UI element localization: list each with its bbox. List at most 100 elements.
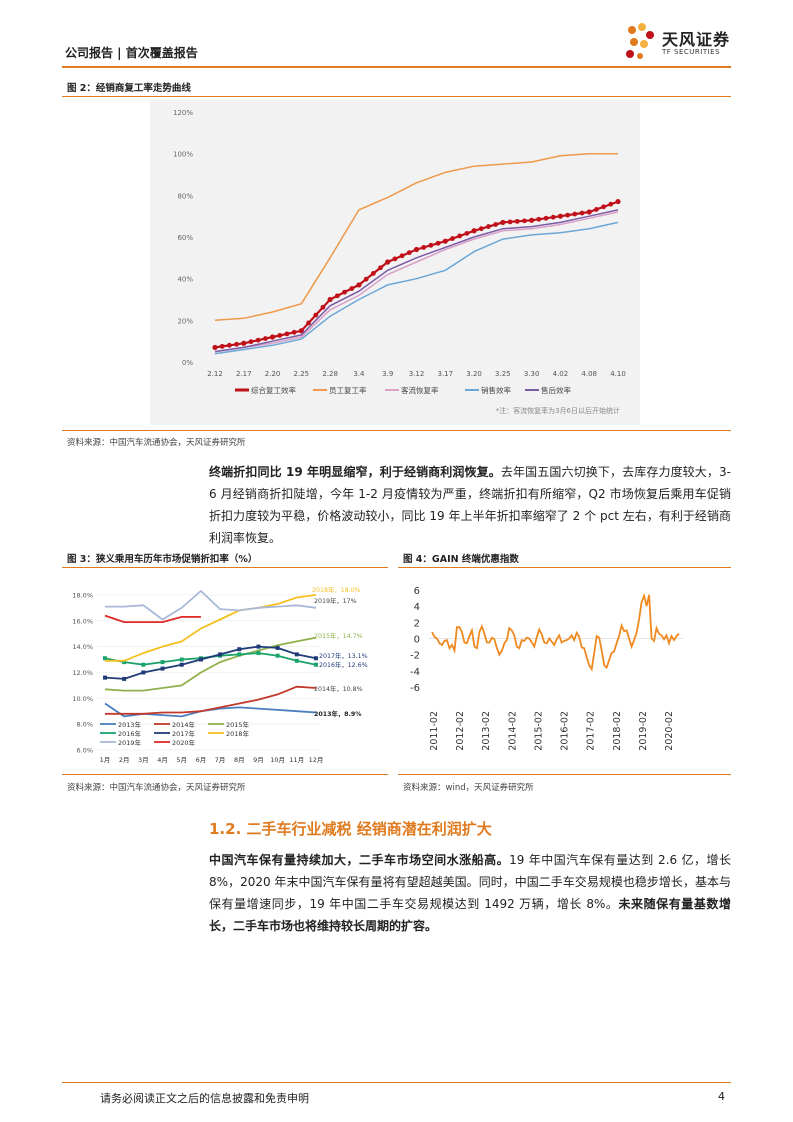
fig2-point	[450, 236, 455, 241]
fig2-chart: 0% 20% 40% 60% 80% 100% 120% 2.12 2.17 2.20 2.25 2.…	[150, 100, 640, 425]
fig4-xtick-label: 2020-02	[664, 711, 675, 751]
fig2-series-line	[214, 152, 618, 322]
paragraph-used-car-lead: 中国汽车保有量持续加大，二手车市场空间水涨船高。	[209, 853, 510, 867]
fig2-xtick-label: 2.20	[265, 370, 281, 378]
fig3-legend-label: 2020年	[172, 738, 196, 747]
fig2-xtick-label: 2.12	[207, 370, 223, 378]
fig2-point	[262, 336, 268, 341]
fig2-point	[514, 218, 520, 224]
fig3-end-label: 2019年，17%	[314, 596, 357, 605]
fig2-point	[500, 219, 506, 226]
paragraph-discount: 终端折扣同比 19 年明显缩窄，利于经销商利润恢复。去年国五国六切换下，去库存力…	[209, 461, 731, 549]
fig3-point	[198, 657, 203, 662]
fig2-point	[615, 198, 621, 205]
fig3-point	[275, 645, 280, 650]
fig2-point	[413, 246, 420, 253]
tf-securities-logo: 天风证券 TF SECURITIES	[622, 22, 734, 64]
fig4-xtick-label: 2015-02	[533, 711, 544, 751]
logo-cn-text: 天风证券	[662, 30, 731, 49]
fig2-point	[219, 343, 225, 349]
fig2-background	[150, 100, 640, 425]
fig2-title-rule	[62, 96, 731, 97]
fig3-xtick-label: 9月	[253, 756, 264, 764]
fig3-source: 资料来源：中国汽车流通协会，天风证券研究所	[67, 783, 246, 793]
fig2-point	[428, 242, 434, 248]
fig3-series-line	[104, 636, 317, 692]
fig2-point	[291, 329, 297, 335]
fig3-point	[256, 651, 261, 656]
fig3-xtick-label: 8月	[234, 756, 245, 764]
fig2-point	[457, 233, 463, 239]
fig3-legend-label: 2017年	[172, 729, 196, 738]
fig2-xtick-label: 2.17	[236, 370, 252, 378]
fig2-xtick-label: 3.25	[495, 370, 511, 378]
fig2-xtick-label: 4.10	[610, 370, 626, 378]
fig3-series-line	[105, 685, 317, 715]
fig4-xtick-label: 2011-02	[429, 711, 440, 751]
fig2-point	[471, 228, 477, 234]
fig2-ytick-label: 20%	[177, 317, 193, 325]
fig2-point	[529, 217, 535, 223]
fig3-point	[122, 676, 127, 681]
fig3-point	[256, 644, 261, 649]
fig2-xtick-label: 3.20	[466, 370, 482, 378]
fig2-ytick-label: 100%	[173, 151, 193, 159]
fig2-legend-label: 客流恢复率	[401, 385, 439, 395]
fig4-xtick-label: 2017-02	[586, 711, 597, 751]
fig2-xtick-label: 4.02	[553, 370, 569, 378]
paragraph-discount-body: 去年国五国六切换下，去库存力度较大，3-6 月经销商折扣陡增，今年 1-2 月疫…	[209, 465, 732, 545]
fig2-point	[557, 213, 564, 219]
fig3-point	[314, 662, 318, 667]
paragraph-discount-lead: 终端折扣同比 19 年明显缩窄，利于经销商利润恢复。	[209, 465, 501, 479]
fig2-point	[543, 215, 549, 221]
fig3-end-label: 2014年，10.8%	[314, 684, 363, 693]
fig4-ytick-label: 2	[414, 618, 420, 629]
fig4-xtick-label: 2019-02	[638, 711, 649, 751]
fig4-series-line	[431, 592, 680, 672]
fig2-xtick-label: 3.12	[409, 370, 425, 378]
fig3-point	[122, 660, 127, 665]
fig2-ytick-label: 40%	[177, 276, 193, 284]
fig2-point	[378, 265, 383, 271]
fig3-point	[237, 652, 242, 657]
fig3-title: 图 3：狭义乘用车历年市场促销折扣率（%）	[67, 554, 258, 565]
logo-icon	[626, 23, 654, 59]
fig3-series-line	[104, 645, 317, 680]
fig3-point	[179, 662, 184, 667]
fig3-point	[218, 652, 223, 657]
fig2-point	[565, 212, 571, 218]
fig2-xtick-label: 3.17	[437, 370, 453, 378]
fig2-point	[392, 256, 398, 262]
fig2-point	[486, 224, 491, 229]
fig3-series-line	[104, 614, 201, 623]
fig3-ytick-label: 10.0%	[72, 695, 93, 703]
fig2-point	[349, 286, 355, 291]
fig4-xtick-label: 2013-02	[481, 711, 492, 751]
fig3-point	[294, 652, 299, 657]
fig2-ytick-label: 60%	[177, 234, 193, 242]
fig2-xtick-label: 2.25	[294, 370, 310, 378]
fig2-point	[550, 214, 556, 220]
fig3-chart: 6.0% 8.0% 10.0% 12.0% 14.0% 16.0% 18.0% 1月 2月 3月 4…	[62, 572, 388, 772]
fig4-title-rule	[398, 567, 731, 568]
fig2-point	[269, 334, 276, 340]
fig3-xtick-label: 5月	[176, 756, 187, 764]
fig3-ytick-label: 6.0%	[76, 747, 93, 755]
fig2-ytick-label: 0%	[182, 359, 193, 367]
fig4-ytick-label: 6	[414, 586, 420, 597]
fig2-point	[435, 240, 441, 246]
fig2-point	[442, 238, 448, 244]
fig4-xtick-label: 2018-02	[612, 711, 623, 751]
fig3-legend-label: 2015年	[226, 720, 250, 729]
fig2-series-line	[214, 211, 619, 353]
fig3-background	[62, 572, 388, 772]
fig2-point	[579, 210, 585, 216]
fig2-point	[298, 328, 304, 334]
fig2-series-line	[214, 221, 619, 355]
fig3-point	[160, 666, 165, 671]
footer-rule	[62, 1082, 731, 1083]
fig3-xtick-label: 6月	[196, 756, 207, 764]
fig2-point	[277, 333, 283, 338]
fig2-note: *注：客流恢复率为3月6日以后开始统计	[496, 406, 620, 415]
fig2-point	[255, 337, 261, 343]
